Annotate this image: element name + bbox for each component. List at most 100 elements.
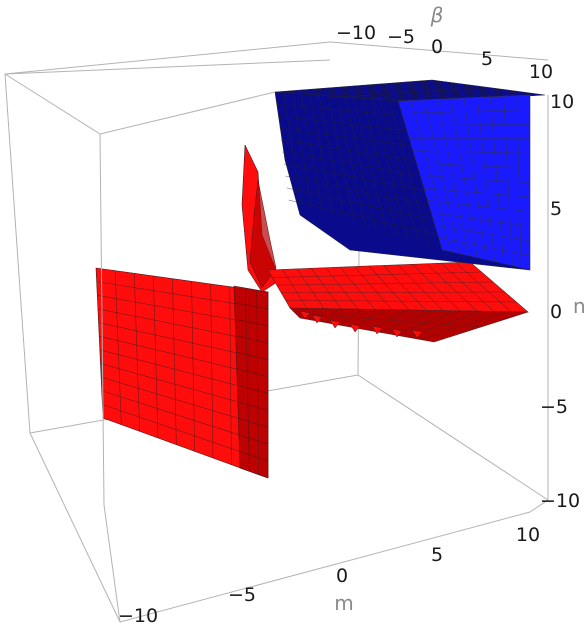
box-edge <box>4 73 31 434</box>
blue-side-mesh <box>280 139 416 161</box>
blue-front-mesh <box>438 237 531 256</box>
red-sheet-mesh <box>153 275 159 439</box>
red-ripple <box>311 314 323 324</box>
beta-tick-label: −5 <box>387 26 415 48</box>
surface-blue <box>274 79 546 271</box>
n-axis-label: n <box>573 294 586 318</box>
red-sheet-shade-mesh <box>236 351 269 360</box>
n-tick-label: 10 <box>550 91 574 113</box>
blue-side-mesh <box>327 95 355 222</box>
red-flat-mesh <box>383 265 427 311</box>
m-tick-label: −10 <box>118 605 158 627</box>
red-sheet-shade-mesh <box>239 451 269 462</box>
blue-top-mesh <box>318 87 489 99</box>
blue-side-mesh <box>288 199 438 236</box>
blue-side-mesh <box>309 94 334 215</box>
box-edge <box>99 91 276 135</box>
red-sheet-shade-mesh <box>235 335 269 344</box>
blue-front-mesh <box>412 150 531 154</box>
red-flat-mesh <box>397 264 444 311</box>
red-flat-mesh <box>325 267 359 310</box>
n-tick-label: 5 <box>550 198 562 220</box>
red-flat-mesh <box>354 266 393 310</box>
m-tick-label: −5 <box>228 584 256 606</box>
beta-tick-label: −10 <box>336 22 376 44</box>
red-sheet-shade-mesh <box>236 368 269 377</box>
box-edge <box>529 499 549 513</box>
blue-front-mesh <box>430 212 531 227</box>
blue-side-mesh <box>283 92 302 204</box>
red-flat-mesh <box>368 265 410 311</box>
box-edge <box>119 511 531 623</box>
red-ripple <box>411 329 423 339</box>
bounding-box-back <box>4 41 549 501</box>
n-tick-label: −10 <box>540 490 580 512</box>
bounding-box-front <box>4 59 549 623</box>
red-sheet-shade-mesh <box>256 289 259 475</box>
blue-side-mesh <box>336 96 366 226</box>
red-sheet-shade-mesh <box>238 434 269 445</box>
red-ripple <box>371 325 383 335</box>
red-ripple <box>329 319 341 329</box>
red-flat-mesh <box>455 262 512 312</box>
red-flat-mesh <box>296 268 325 309</box>
red-flat-edge-mesh <box>294 312 482 328</box>
red-flat-mesh <box>311 268 342 310</box>
blue-side-mesh <box>282 151 421 176</box>
red-flat-mesh <box>440 262 495 312</box>
blue-side-mesh <box>283 163 425 191</box>
red-ripple <box>349 323 361 333</box>
red-ripple <box>391 328 403 338</box>
blue-side-mesh <box>318 95 344 218</box>
blue-front-mesh <box>408 137 531 140</box>
m-tick-label: 5 <box>431 544 443 566</box>
blue-side-mesh <box>380 99 419 243</box>
n-tick-label: 0 <box>550 301 562 323</box>
red-sheet-shade-mesh <box>237 384 269 394</box>
box-edge <box>103 504 121 623</box>
box-edge <box>4 73 101 135</box>
box-edge <box>4 41 331 75</box>
beta-tick-label: 10 <box>529 61 553 83</box>
blue-front-mesh <box>423 187 531 198</box>
box-edge <box>99 133 105 506</box>
red-flat-mesh <box>282 269 308 309</box>
blue-side-mesh <box>279 127 412 146</box>
blue-front-mesh <box>427 200 531 212</box>
red-sheet-shade <box>233 285 269 479</box>
red-flat-mesh <box>272 271 482 278</box>
red-sheet-shade-mesh <box>235 318 269 327</box>
blue-side-mesh <box>371 98 409 240</box>
box-edge <box>357 374 549 501</box>
surface-red <box>95 144 529 479</box>
blue-front-mesh <box>419 175 531 183</box>
red-flat-mesh <box>339 266 376 310</box>
red-sheet-shade-mesh <box>237 401 269 411</box>
red-flat-mesh <box>285 300 517 303</box>
red-spike-shade <box>249 179 277 289</box>
blue-front-mesh <box>401 109 531 114</box>
red-sheet-mesh <box>191 281 195 452</box>
blue-side-mesh <box>362 98 398 236</box>
red-sheet-shade-mesh <box>234 302 269 310</box>
box-edge <box>29 432 121 623</box>
blue-side-mesh <box>277 115 407 132</box>
red-flat-mesh <box>281 291 505 294</box>
red-flat-mesh <box>412 264 461 312</box>
red-sheet-shade-mesh <box>245 287 250 472</box>
blue-side-mesh <box>276 103 403 117</box>
box-edge <box>329 41 549 61</box>
m-tick-label: 0 <box>336 565 348 587</box>
beta-tick-label: 5 <box>481 48 493 70</box>
box-edge <box>4 59 331 75</box>
red-flat-mesh <box>426 263 478 312</box>
m-axis-label: m <box>334 591 353 615</box>
red-sheet-shade-mesh <box>238 418 269 428</box>
red-flat-edge <box>289 307 529 343</box>
red-sheet-mesh <box>172 278 177 445</box>
blue-front-mesh <box>434 224 531 242</box>
blue-side-mesh <box>292 93 312 208</box>
blue-side-mesh <box>285 175 429 206</box>
red-flat <box>267 261 529 313</box>
